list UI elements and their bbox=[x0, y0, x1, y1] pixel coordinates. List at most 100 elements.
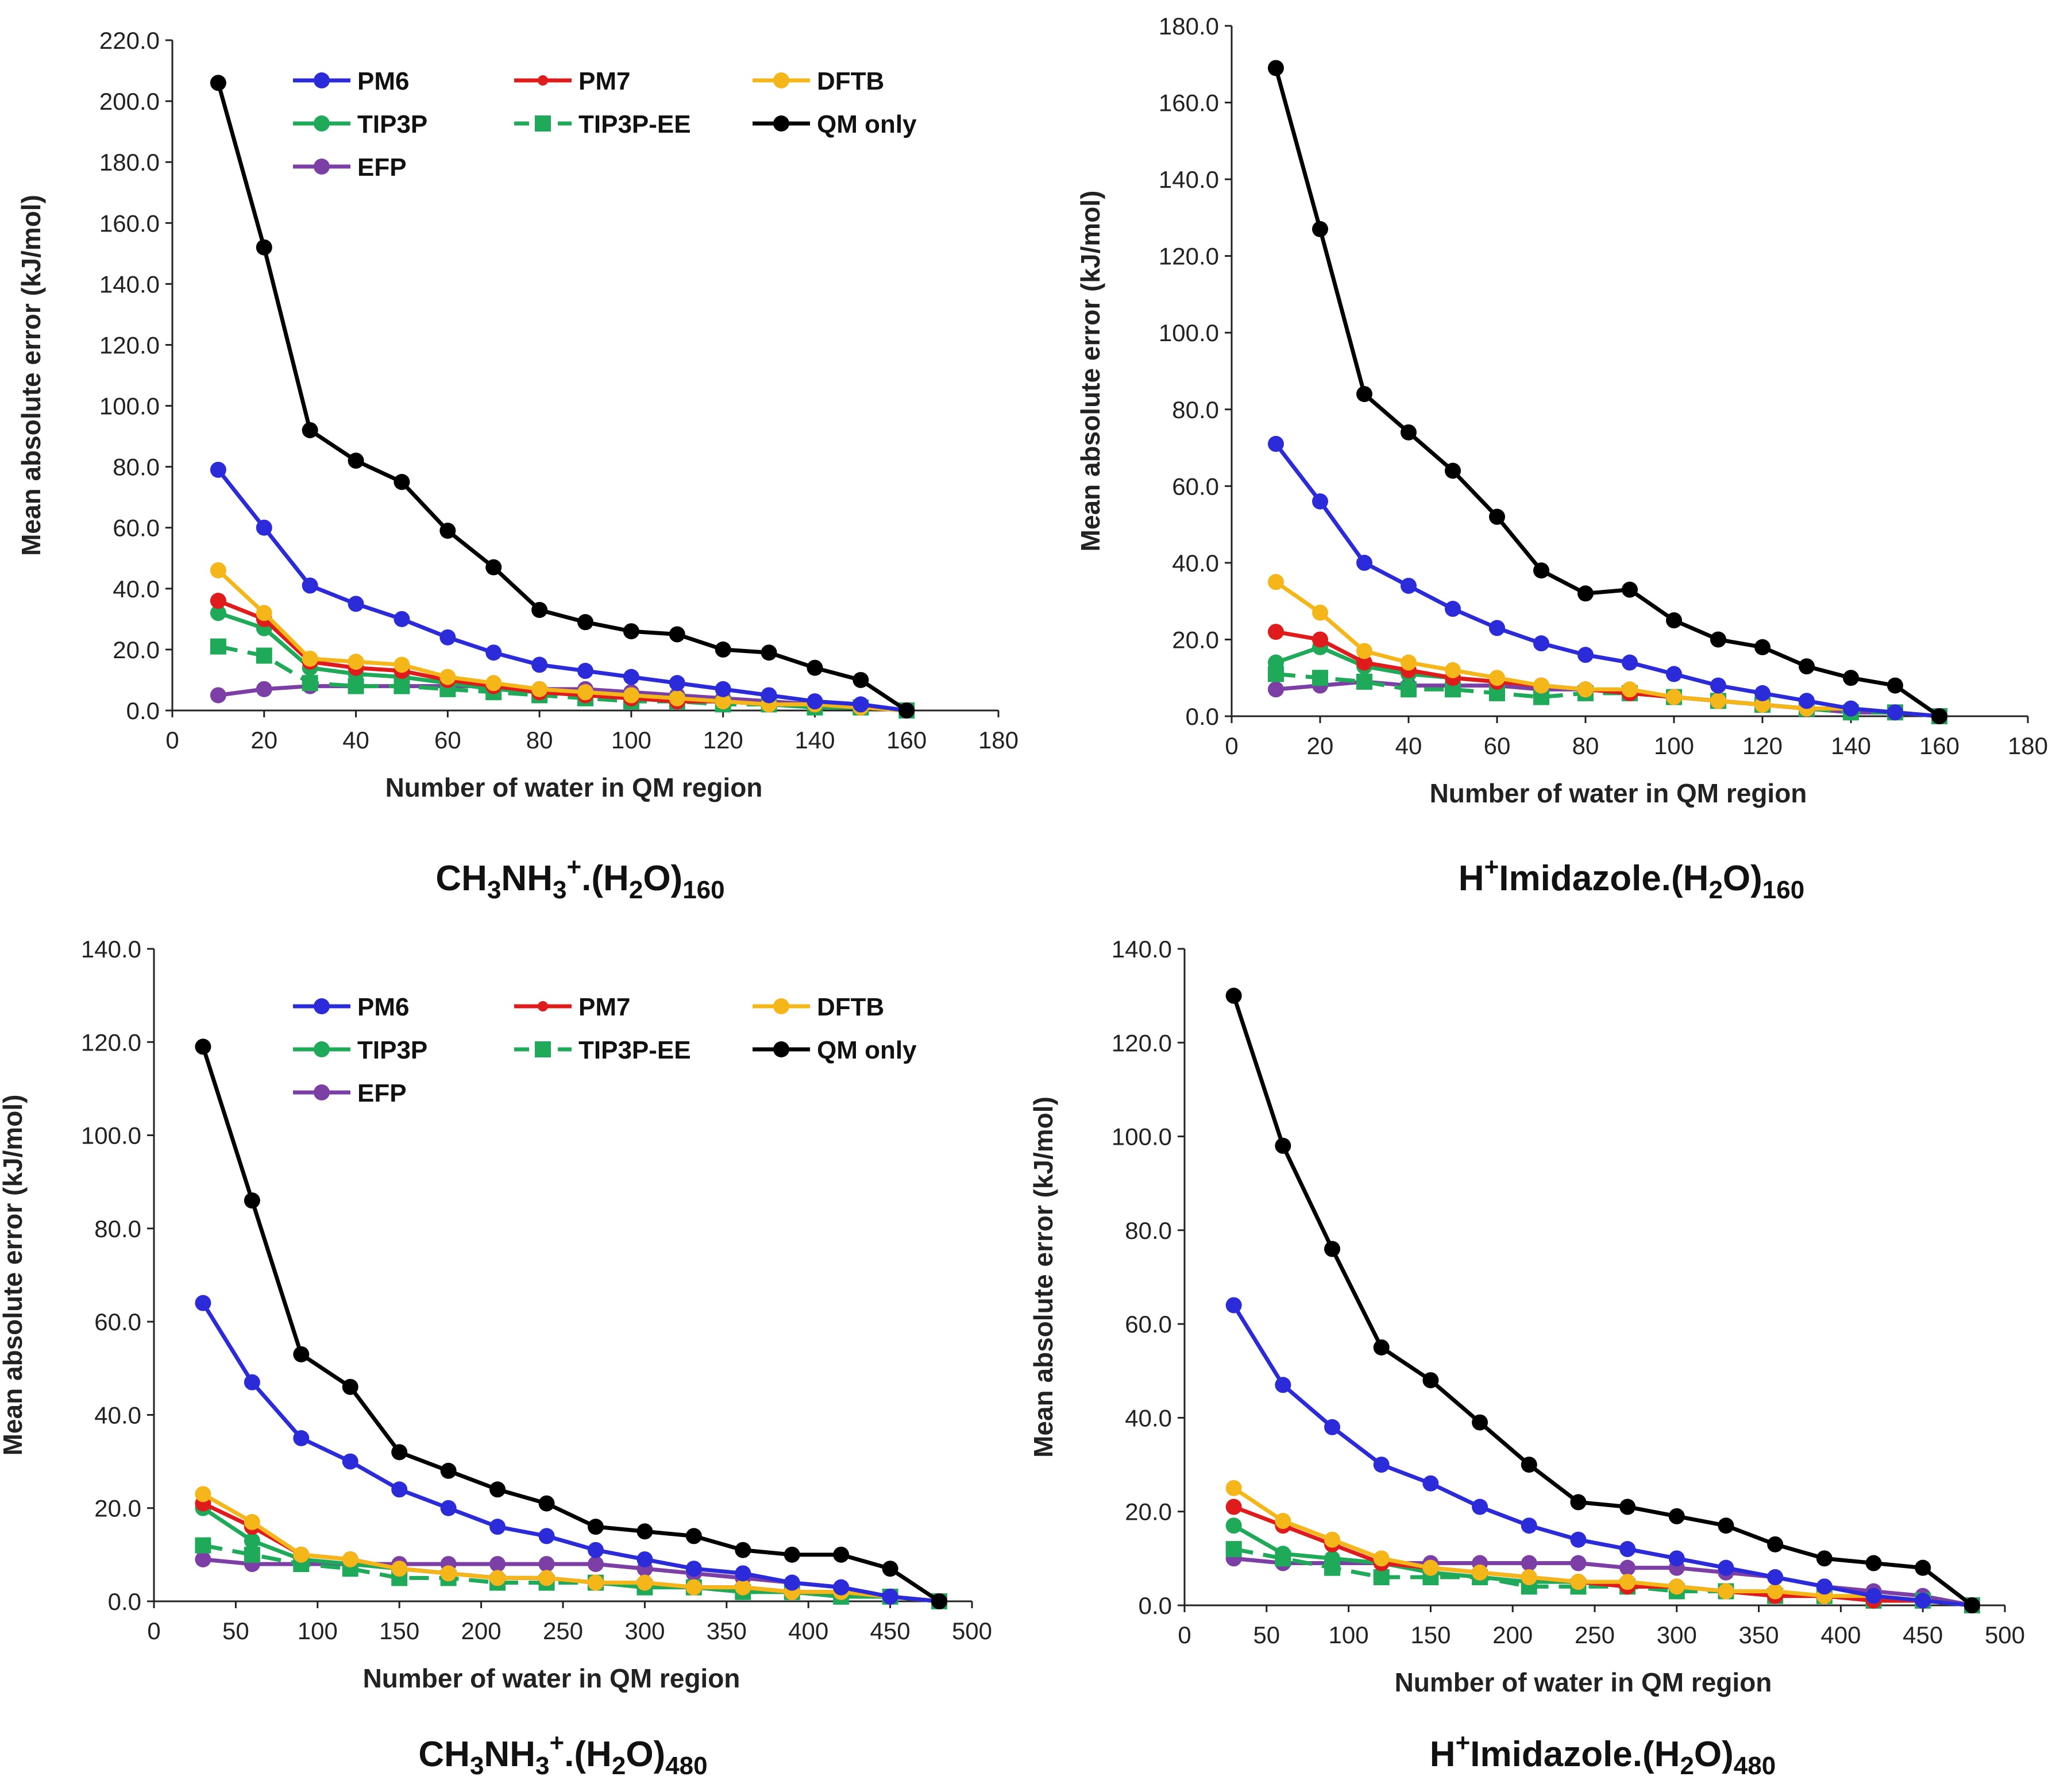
data-point-qm-only bbox=[440, 1462, 457, 1479]
x-tick-label: 150 bbox=[1410, 1621, 1451, 1648]
y-tick-label: 20.0 bbox=[1172, 626, 1219, 653]
data-point-dftb bbox=[669, 690, 685, 706]
legend-label: TIP3P-EE bbox=[578, 110, 691, 138]
x-tick-label: 180 bbox=[2008, 732, 2048, 759]
data-point-qm-only bbox=[1275, 1137, 1291, 1154]
y-tick-label: 40.0 bbox=[94, 1401, 141, 1428]
data-point-qm-only bbox=[1489, 508, 1505, 525]
legend-swatch-marker bbox=[314, 115, 330, 132]
x-tick-label: 120 bbox=[703, 727, 743, 754]
legend-swatch-marker bbox=[314, 72, 330, 88]
series-line-pm6 bbox=[201, 1301, 940, 1604]
data-point-pm6 bbox=[391, 1481, 408, 1498]
data-point-qm-only bbox=[761, 644, 777, 661]
data-point-qm-only bbox=[195, 1038, 211, 1055]
data-point-dftb bbox=[394, 656, 410, 673]
data-point-pm6 bbox=[715, 681, 731, 697]
data-point-pm6 bbox=[439, 629, 456, 646]
data-point-qm-only bbox=[669, 626, 685, 643]
chart-panel-himidazole-160: 0 20 40 60 80 100 120 140 160 180 0.0 20.0 40.0 60.0 8… bbox=[1075, 13, 2048, 808]
y-tick-label: 180.0 bbox=[99, 149, 160, 176]
data-point-tip3p-ee bbox=[302, 675, 318, 692]
data-point-tip3p-ee bbox=[1401, 681, 1417, 698]
data-point-pm6 bbox=[623, 669, 639, 685]
y-axis-label: Mean absolute error (kJ/mol) bbox=[1028, 1096, 1058, 1458]
data-point-dftb bbox=[244, 1514, 260, 1531]
legend-item-efp: EFP bbox=[293, 153, 407, 181]
series-line-dftb bbox=[217, 569, 907, 713]
data-point-dftb bbox=[1622, 681, 1638, 698]
data-point-efp bbox=[210, 687, 226, 704]
series-line-efp bbox=[1275, 679, 1940, 719]
series-pm6 bbox=[210, 461, 915, 719]
data-point-dftb bbox=[1666, 689, 1682, 705]
series-line-pm6 bbox=[1274, 442, 1940, 719]
data-point-qm-only bbox=[1225, 987, 1242, 1004]
legend-label: TIP3P-EE bbox=[578, 1036, 691, 1064]
legend-item-qm-only: QM only bbox=[753, 1036, 917, 1064]
data-point-qm-only bbox=[394, 474, 410, 491]
data-point-pm6 bbox=[1710, 677, 1726, 694]
data-point-qm-only bbox=[210, 75, 226, 91]
data-point-dftb bbox=[1312, 604, 1328, 621]
data-point-dftb bbox=[439, 669, 456, 685]
data-point-qm-only bbox=[1754, 639, 1770, 655]
chart-panel-ch3nh3-480: 0 50 100 150 200 250 300 350 400 450 500 0.0 20.0 40.… bbox=[0, 936, 992, 1693]
y-tick-label: 100.0 bbox=[1159, 319, 1219, 346]
data-point-qm-only bbox=[1401, 424, 1417, 441]
x-tick-label: 350 bbox=[707, 1617, 747, 1644]
legend-swatch-marker bbox=[314, 1041, 330, 1057]
x-axis-label: Number of water in QM region bbox=[385, 773, 763, 802]
legend-swatch-marker bbox=[538, 1001, 548, 1011]
x-tick-label: 250 bbox=[543, 1617, 583, 1644]
x-tick-label: 0 bbox=[147, 1617, 160, 1644]
data-point-dftb bbox=[637, 1574, 653, 1591]
data-point-pm6 bbox=[256, 519, 272, 536]
data-point-pm6 bbox=[1843, 700, 1859, 717]
x-tick-label: 500 bbox=[952, 1617, 992, 1644]
x-tick-label: 0 bbox=[165, 727, 179, 754]
series-pm6 bbox=[195, 1295, 948, 1609]
y-axis-label: Mean absolute error (kJ/mol) bbox=[16, 195, 46, 556]
data-point-qm-only bbox=[784, 1546, 800, 1563]
x-tick-label: 80 bbox=[1572, 732, 1599, 759]
data-point-pm6 bbox=[784, 1574, 800, 1591]
x-tick-label: 450 bbox=[1903, 1621, 1943, 1648]
legend-swatch-marker bbox=[314, 1084, 330, 1100]
data-point-qm-only bbox=[256, 239, 272, 256]
data-point-qm-only bbox=[1718, 1517, 1734, 1534]
legend-item-dftb: DFTB bbox=[753, 993, 884, 1021]
legend-item-efp: EFP bbox=[293, 1079, 407, 1107]
series-dftb bbox=[1268, 574, 1947, 724]
data-point-tip3p-ee bbox=[1312, 670, 1328, 686]
data-point-qm-only bbox=[898, 702, 915, 719]
legend-swatch-marker bbox=[773, 998, 789, 1014]
data-point-dftb bbox=[1767, 1583, 1784, 1600]
y-tick-label: 120.0 bbox=[1112, 1029, 1172, 1056]
data-point-qm-only bbox=[685, 1528, 702, 1544]
data-point-tip3p-ee bbox=[1356, 673, 1372, 690]
data-point-pm7 bbox=[1225, 1499, 1242, 1515]
data-point-qm-only bbox=[1312, 221, 1328, 237]
data-point-pm6 bbox=[485, 644, 502, 661]
x-tick-label: 60 bbox=[434, 727, 461, 754]
data-point-qm-only bbox=[715, 641, 731, 658]
data-point-qm-only bbox=[1445, 462, 1461, 479]
data-point-dftb bbox=[1268, 574, 1284, 590]
data-point-dftb bbox=[1577, 681, 1594, 698]
data-point-pm6 bbox=[1865, 1588, 1882, 1604]
data-point-tip3p bbox=[1275, 1546, 1291, 1562]
data-point-pm6 bbox=[1754, 685, 1770, 701]
data-point-pm6 bbox=[735, 1565, 751, 1582]
data-point-tip3p bbox=[1268, 654, 1284, 671]
data-point-qm-only bbox=[577, 614, 593, 631]
data-point-pm6 bbox=[1718, 1559, 1734, 1576]
data-point-pm6 bbox=[1401, 577, 1417, 594]
series-qm-only bbox=[1225, 987, 1980, 1613]
legend-label: PM7 bbox=[578, 67, 630, 95]
data-point-tip3p-ee bbox=[244, 1546, 260, 1563]
data-point-efp bbox=[256, 681, 272, 697]
data-point-qm-only bbox=[1570, 1494, 1587, 1511]
data-point-qm-only bbox=[1931, 708, 1947, 724]
